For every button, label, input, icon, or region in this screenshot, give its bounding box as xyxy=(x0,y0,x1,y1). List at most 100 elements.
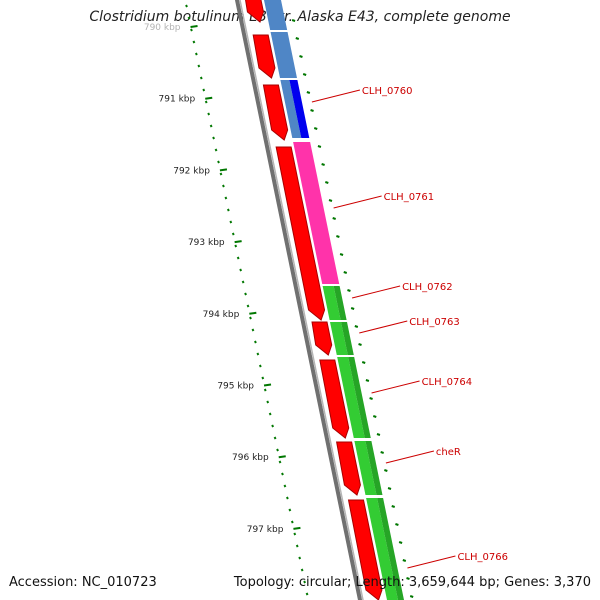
cog-edge-dash xyxy=(409,595,414,598)
scale-dot xyxy=(254,340,257,344)
scale-dot xyxy=(290,520,294,524)
cog-band-clh-0761 xyxy=(293,142,340,284)
scale-dot xyxy=(295,544,299,548)
cog-edge-dash xyxy=(324,181,329,184)
cds-arrow-0 xyxy=(245,0,264,23)
map-title: Clostridium botulinum E3 str. Alaska E43… xyxy=(89,9,511,25)
cog-edge-dash xyxy=(384,469,388,472)
scale-dot xyxy=(204,100,208,104)
cog-edge-dash xyxy=(317,145,322,148)
backbone-line xyxy=(234,0,363,600)
cog-edge-dash xyxy=(321,163,325,166)
scale-dot xyxy=(209,124,213,128)
scale-dot xyxy=(258,364,262,368)
scale-dot xyxy=(241,280,245,284)
cog-edge-dash xyxy=(365,379,370,382)
cds-arrow-6 xyxy=(336,441,361,496)
scale-dot xyxy=(197,64,201,68)
gene-label: CLH_0763 xyxy=(409,317,460,328)
scale-dot xyxy=(298,556,302,560)
cog-edge-dash xyxy=(336,235,340,238)
scale-dot xyxy=(239,268,243,272)
cog-band-green xyxy=(354,441,377,495)
scale-dot xyxy=(187,16,191,20)
tick-mark xyxy=(249,311,257,315)
cog-edge-dash xyxy=(313,127,318,130)
tick-label: 792 kbp xyxy=(173,166,210,176)
cog-edge-dash xyxy=(395,523,399,526)
tick-mark xyxy=(234,240,242,244)
tick-label: 797 kbp xyxy=(247,525,284,535)
tick-label: 796 kbp xyxy=(232,453,269,463)
cog-edge-dash xyxy=(369,397,373,400)
cog-edge-dash xyxy=(347,289,351,292)
cog-edge-dash xyxy=(295,37,300,40)
cog-edge-dash xyxy=(387,487,392,490)
cog-edge-dash xyxy=(398,541,403,544)
scale-dot xyxy=(214,148,218,152)
cog-edge-dash xyxy=(328,199,333,202)
cog-edge-dash xyxy=(361,361,366,364)
cog-band-green xyxy=(330,322,348,355)
cog-band-green-edge xyxy=(341,322,354,355)
cds-arrow-4 xyxy=(311,321,333,356)
cog-edge-dash xyxy=(376,433,381,436)
scale-dot xyxy=(192,40,196,44)
gene-label: cheR xyxy=(436,447,461,458)
scale-dot xyxy=(219,172,223,176)
scale-dot xyxy=(212,136,215,140)
scale-dot xyxy=(185,4,188,8)
scale-dot xyxy=(303,580,306,584)
cog-edge-dash xyxy=(350,307,355,310)
scale-dot xyxy=(217,160,220,164)
cog-edge-dash xyxy=(310,109,314,112)
scale-dot xyxy=(281,472,284,476)
scale-dot xyxy=(276,448,279,452)
gene-leader-line xyxy=(385,450,435,464)
gene-label: CLH_0760 xyxy=(362,86,413,97)
scale-dot xyxy=(261,376,265,380)
gene-leader-line xyxy=(359,320,408,334)
tick-label: 794 kbp xyxy=(203,310,240,320)
tick-label: 795 kbp xyxy=(217,382,254,392)
cds-arrow-3 xyxy=(275,146,326,321)
gene-label: CLH_0761 xyxy=(384,192,435,203)
scale-dot xyxy=(268,412,272,416)
tick-mark xyxy=(205,96,213,100)
cog-edge-dash xyxy=(372,415,377,418)
gene-leader-line xyxy=(351,285,401,299)
cog-edge-dash xyxy=(358,343,362,346)
scale-dot xyxy=(300,568,304,572)
scale-dot xyxy=(273,436,277,440)
scale-dot xyxy=(229,220,233,224)
scale-dot xyxy=(251,328,255,332)
scale-dot xyxy=(278,460,282,464)
cog-band-steelblue xyxy=(270,32,297,78)
scale-dot xyxy=(246,304,250,308)
scale-dot xyxy=(234,244,238,248)
cog-edge-dash xyxy=(406,577,410,580)
tick-mark xyxy=(190,25,198,28)
scale-dot xyxy=(202,88,206,92)
scale-dot xyxy=(236,256,240,260)
genome-summary-text: Topology: circular; Length: 3,659,644 bp… xyxy=(233,575,591,590)
scale-dot xyxy=(224,196,228,200)
scale-dot xyxy=(231,232,235,236)
cog-edge-dash xyxy=(306,91,311,94)
backbone-highlight xyxy=(239,0,364,600)
tick-label: 790 kbp xyxy=(144,23,181,33)
cog-edge-dash xyxy=(354,325,359,328)
scale-dot xyxy=(226,208,230,212)
scale-dot xyxy=(244,292,247,296)
cds-arrow-7 xyxy=(347,499,383,600)
cog-edge-dash xyxy=(391,505,396,508)
cog-band-clh-0760 xyxy=(289,80,310,138)
scale-dot xyxy=(266,400,270,404)
tick-label: 793 kbp xyxy=(188,238,225,248)
cog-band-green xyxy=(366,498,398,600)
tick-label: 791 kbp xyxy=(159,95,196,105)
gene-label: CLH_0764 xyxy=(422,377,473,388)
cog-band-green xyxy=(337,357,365,438)
scale-dot xyxy=(207,112,211,116)
